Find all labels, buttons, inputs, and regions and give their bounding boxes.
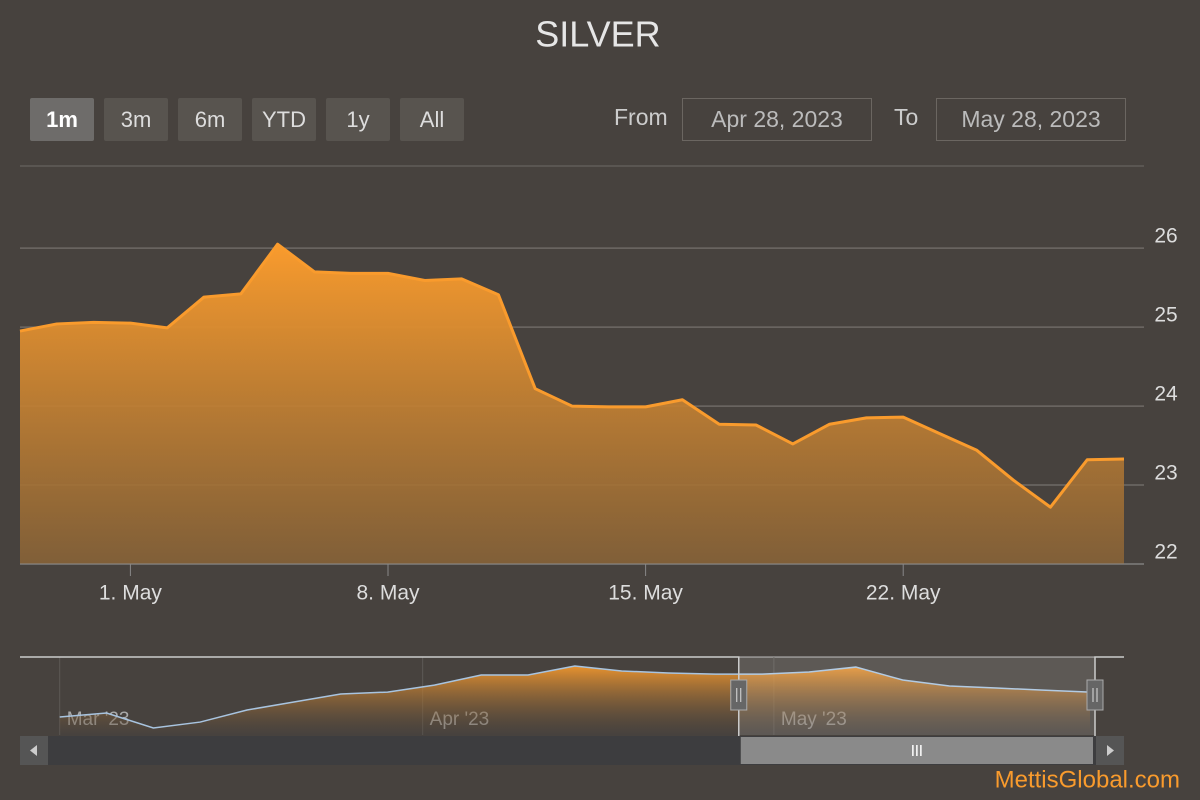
range-button[interactable]: YTD — [252, 98, 316, 141]
thumb-grip — [912, 745, 922, 756]
navigator-area — [59, 666, 1090, 735]
navigator-outline — [20, 656, 1124, 765]
handle-grip — [1092, 688, 1098, 702]
navigator-handle[interactable] — [730, 679, 748, 711]
range-button[interactable]: All — [400, 98, 464, 141]
x-tick-label: 8. May — [356, 582, 420, 605]
range-button[interactable]: 3m — [104, 98, 168, 141]
area-line — [19, 242, 1125, 509]
arrow-right — [1107, 745, 1114, 756]
y-tick-label: 25 — [1154, 304, 1177, 327]
handle-body — [730, 679, 748, 711]
range-button[interactable]: 6m — [178, 98, 242, 141]
navigator-handle[interactable] — [1086, 679, 1104, 711]
to-label: To — [894, 104, 919, 130]
navigator-line — [59, 665, 1091, 729]
from-input[interactable]: Apr 28, 2023 — [682, 98, 872, 141]
y-tick-label: 22 — [1154, 541, 1177, 564]
x-tick-label: 22. May — [866, 582, 941, 605]
y-tick-label: 26 — [1154, 225, 1177, 248]
x-tick-label: 15. May — [608, 582, 683, 605]
handle-grip — [736, 688, 742, 702]
range-button[interactable]: 1y — [326, 98, 390, 141]
chart-title: SILVER — [535, 14, 660, 55]
area-fill — [20, 244, 1124, 564]
navigator-mask — [738, 657, 1095, 735]
y-tick-label: 23 — [1154, 462, 1177, 485]
x-tick-label: 1. May — [99, 582, 163, 605]
credit[interactable]: MettisGlobal.com — [995, 766, 1180, 793]
handle-body — [1086, 679, 1104, 711]
range-button[interactable]: 1m — [30, 98, 94, 141]
from-label: From — [614, 104, 668, 130]
to-input[interactable]: May 28, 2023 — [936, 98, 1126, 141]
y-tick-label: 24 — [1154, 383, 1178, 406]
arrow-left — [30, 745, 37, 756]
